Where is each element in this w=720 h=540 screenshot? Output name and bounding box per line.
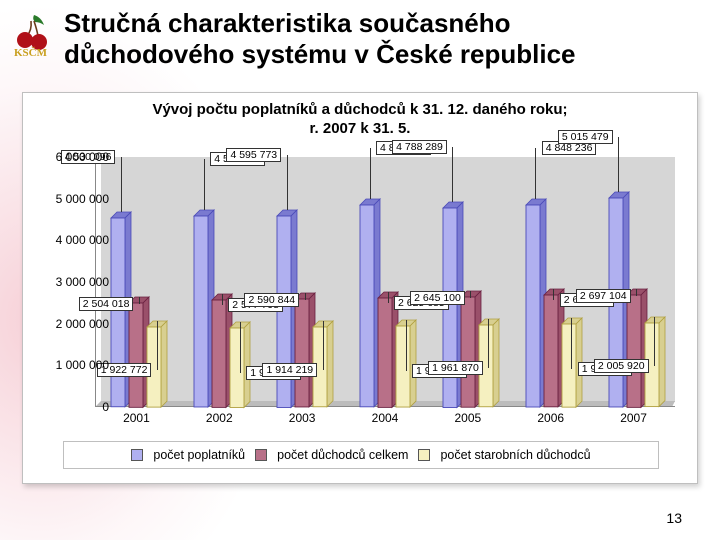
value-label: 5 015 479 bbox=[558, 130, 613, 144]
leader-line bbox=[470, 291, 471, 298]
value-label: 2 697 104 bbox=[576, 289, 631, 303]
y-tick-label: 6 000 000 bbox=[39, 150, 109, 164]
leader-line bbox=[139, 297, 140, 304]
value-label: 4 788 289 bbox=[392, 140, 447, 154]
legend-swatch-2 bbox=[418, 449, 430, 461]
leader-line bbox=[553, 289, 554, 300]
x-category: 2001 bbox=[123, 411, 150, 425]
leader-line bbox=[654, 317, 655, 366]
x-category: 2003 bbox=[289, 411, 316, 425]
legend-swatch-1 bbox=[255, 449, 267, 461]
legend: počet poplatníků počet důchodců celkem p… bbox=[63, 441, 659, 469]
title-line-2: důchodového systému v České republice bbox=[64, 39, 576, 70]
y-tick-label: 3 000 000 bbox=[39, 275, 109, 289]
x-category: 2004 bbox=[372, 411, 399, 425]
leader-line bbox=[488, 319, 489, 368]
leader-line bbox=[121, 157, 122, 212]
chart-container: Vývoj počtu poplatníků a důchodců k 31. … bbox=[22, 92, 698, 484]
x-category: 2007 bbox=[620, 411, 647, 425]
leader-line bbox=[452, 147, 453, 202]
party-logo: KSČM bbox=[10, 12, 58, 60]
leader-line bbox=[323, 321, 324, 370]
value-label: 2 005 920 bbox=[594, 359, 649, 373]
page-number: 13 bbox=[666, 510, 682, 526]
legend-label-2: počet starobních důchodců bbox=[440, 448, 590, 462]
legend-swatch-0 bbox=[131, 449, 143, 461]
leader-line bbox=[287, 155, 288, 210]
value-label: 2 590 844 bbox=[244, 293, 299, 307]
leader-line bbox=[636, 289, 637, 296]
value-label: 2 645 100 bbox=[410, 291, 465, 305]
y-tick-label: 0 bbox=[39, 400, 109, 414]
svg-text:KSČM: KSČM bbox=[14, 46, 48, 59]
leader-line bbox=[571, 318, 572, 369]
legend-label-0: počet poplatníků bbox=[153, 448, 245, 462]
y-tick-label: 2 000 000 bbox=[39, 317, 109, 331]
y-tick-label: 1 000 000 bbox=[39, 358, 109, 372]
y-tick-label: 4 000 000 bbox=[39, 233, 109, 247]
leader-line bbox=[240, 322, 241, 373]
header: KSČM Stručná charakteristika současného … bbox=[10, 8, 576, 70]
value-label: 2 504 018 bbox=[79, 297, 134, 311]
x-category: 2006 bbox=[537, 411, 564, 425]
leader-line bbox=[370, 148, 371, 199]
leader-line bbox=[406, 320, 407, 371]
leader-line bbox=[535, 148, 536, 199]
x-category: 2005 bbox=[454, 411, 481, 425]
chart-title-line-1: Vývoj počtu poplatníků a důchodců k 31. … bbox=[23, 101, 697, 120]
value-labels-layer: 4 530 0962 504 0181 922 7724 583 3742 57… bbox=[95, 157, 675, 407]
plot-area: 4 530 0962 504 0181 922 7724 583 3742 57… bbox=[95, 157, 675, 407]
leader-line bbox=[157, 321, 158, 370]
value-label: 4 595 773 bbox=[226, 148, 281, 162]
legend-label-1: počet důchodců celkem bbox=[277, 448, 408, 462]
leader-line bbox=[388, 292, 389, 303]
x-category: 2002 bbox=[206, 411, 233, 425]
leader-line bbox=[204, 159, 205, 210]
title-line-1: Stručná charakteristika současného bbox=[64, 8, 576, 39]
leader-line bbox=[618, 137, 619, 192]
value-label: 1 914 219 bbox=[262, 363, 317, 377]
leader-line bbox=[305, 293, 306, 300]
value-label: 1 961 870 bbox=[428, 361, 483, 375]
slide-title: Stručná charakteristika současného důcho… bbox=[64, 8, 576, 70]
leader-line bbox=[222, 294, 223, 305]
y-tick-label: 5 000 000 bbox=[39, 192, 109, 206]
